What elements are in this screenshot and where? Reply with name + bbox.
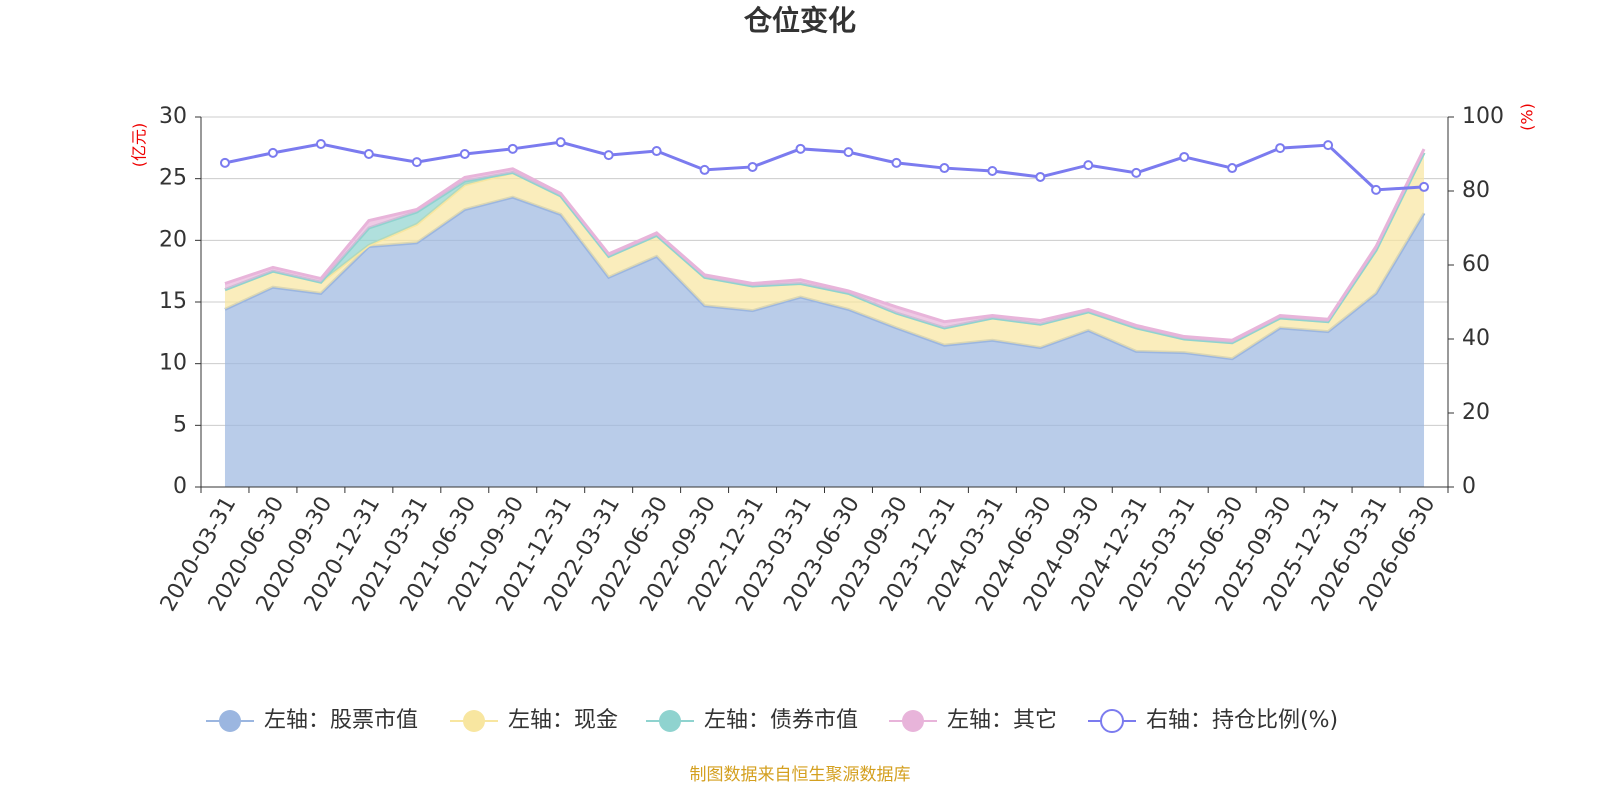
y-tick-label: 10 [159, 351, 187, 376]
legend-marker [219, 710, 241, 732]
line-point [1419, 181, 1430, 192]
line-point [651, 146, 662, 157]
y-tick-label: 0 [173, 474, 187, 499]
area-line [224, 148, 1426, 342]
line-point [1179, 151, 1190, 162]
y2-tick-label: 20 [1462, 400, 1490, 425]
area-fill [224, 197, 1425, 487]
legend-label: 左轴：债券市值 [704, 708, 858, 733]
y2-tick-label: 80 [1462, 178, 1490, 203]
legend-marker [659, 710, 681, 732]
chart-title: 仓位变化 [744, 4, 856, 37]
line-point [411, 157, 422, 168]
line [224, 140, 1425, 192]
line-point [1227, 163, 1238, 174]
legend-label: 左轴：现金 [508, 708, 618, 733]
y2-tick-label: 60 [1462, 252, 1490, 277]
line-point [603, 150, 614, 161]
line-point [1131, 167, 1142, 178]
source-note: 制图数据来自恒生聚源数据库 [690, 765, 911, 785]
line-point [699, 164, 710, 175]
line-point [843, 147, 854, 158]
line-point [987, 166, 998, 177]
line-point [1323, 140, 1334, 151]
y2-tick-label: 0 [1462, 474, 1476, 499]
y2-tick-label: 100 [1462, 104, 1504, 129]
legend-marker [902, 710, 924, 732]
y-axis-label: (亿元) [130, 123, 149, 168]
y-tick-label: 25 [159, 166, 187, 191]
legend-marker [1100, 709, 1124, 733]
line-point [507, 143, 518, 154]
line-point [1371, 184, 1382, 195]
line-point [363, 149, 374, 159]
y2-tick-label: 40 [1462, 326, 1490, 351]
line-point [459, 149, 470, 159]
legend-label: 右轴：持仓比例(%) [1146, 708, 1338, 733]
line-point [267, 147, 278, 158]
line-point [1035, 171, 1046, 182]
legend-label: 左轴：股票市值 [264, 708, 418, 733]
line-point [1083, 160, 1094, 171]
legend-marker [463, 710, 485, 732]
line-point [939, 163, 950, 174]
line-point [219, 157, 230, 168]
line-point [315, 139, 326, 150]
line-point [747, 161, 758, 172]
y-tick-label: 15 [159, 289, 187, 314]
y-tick-label: 20 [159, 227, 187, 252]
y-tick-label: 5 [173, 412, 187, 437]
line-point [795, 143, 806, 154]
y2-axis-label: (%) [1518, 103, 1537, 131]
area-line [224, 152, 1426, 345]
line-point [891, 157, 902, 168]
y-tick-label: 30 [159, 104, 187, 129]
line-point [1275, 143, 1286, 154]
line-point [555, 137, 566, 148]
legend-label: 左轴：其它 [947, 708, 1057, 733]
